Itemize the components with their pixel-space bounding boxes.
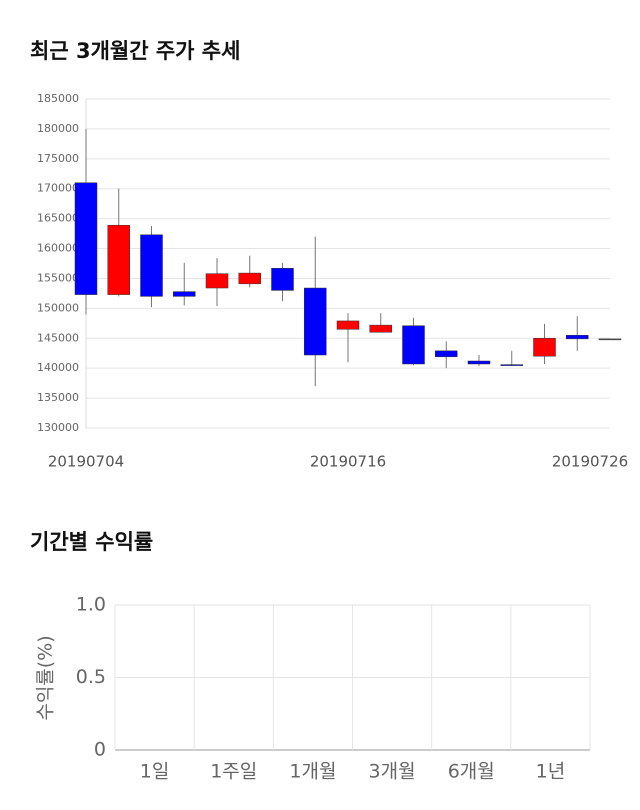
y-tick-label: 130000 [37, 421, 79, 434]
candle-body [107, 224, 130, 295]
y-tick-label: 0.5 [76, 666, 106, 688]
y-tick-label: 170000 [37, 182, 79, 195]
y-tick-label: 1.0 [76, 594, 106, 616]
y-axis-label: 수익률(%) [35, 635, 57, 720]
x-tick-label: 1개월 [289, 761, 336, 783]
candle-body [74, 182, 98, 295]
y-tick-label: 135000 [37, 391, 79, 404]
candle-body [140, 234, 163, 297]
y-tick-label: 0 [94, 739, 106, 761]
chart-title: 최근 3개월간 주가 추세 [30, 39, 240, 63]
x-tick-label: 3개월 [369, 761, 416, 783]
candle-body [500, 364, 523, 366]
y-tick-label: 160000 [37, 242, 79, 255]
candle-body [598, 338, 622, 341]
x-tick-label: 6개월 [448, 761, 495, 783]
x-tick-label: 20190726 [552, 453, 628, 471]
candle-body [271, 268, 294, 291]
x-tick-label: 20190716 [310, 453, 386, 471]
y-tick-label: 180000 [37, 122, 79, 135]
candle-body [205, 273, 229, 289]
x-tick-label: 1년 [536, 761, 566, 783]
candle-body [369, 324, 392, 333]
y-tick-label: 150000 [37, 301, 79, 314]
y-tick-label: 145000 [37, 331, 79, 344]
candle-body [304, 287, 327, 356]
x-tick-label: 20190704 [48, 453, 124, 471]
candle-body [238, 272, 261, 285]
candle-body [566, 335, 589, 340]
candle-body [467, 360, 491, 365]
y-tick-label: 165000 [37, 212, 79, 225]
chart-title: 기간별 수익률 [30, 530, 153, 554]
candle-body [533, 338, 556, 357]
y-tick-label: 155000 [37, 271, 79, 284]
candle-body [336, 320, 360, 330]
y-tick-label: 140000 [37, 361, 79, 374]
x-tick-label: 1일 [140, 761, 170, 783]
candle-body [435, 350, 458, 358]
x-tick-label: 1주일 [210, 761, 257, 783]
candle-body [173, 291, 196, 297]
candle-body [402, 325, 425, 365]
y-tick-label: 175000 [37, 152, 79, 165]
y-tick-label: 185000 [37, 92, 79, 105]
